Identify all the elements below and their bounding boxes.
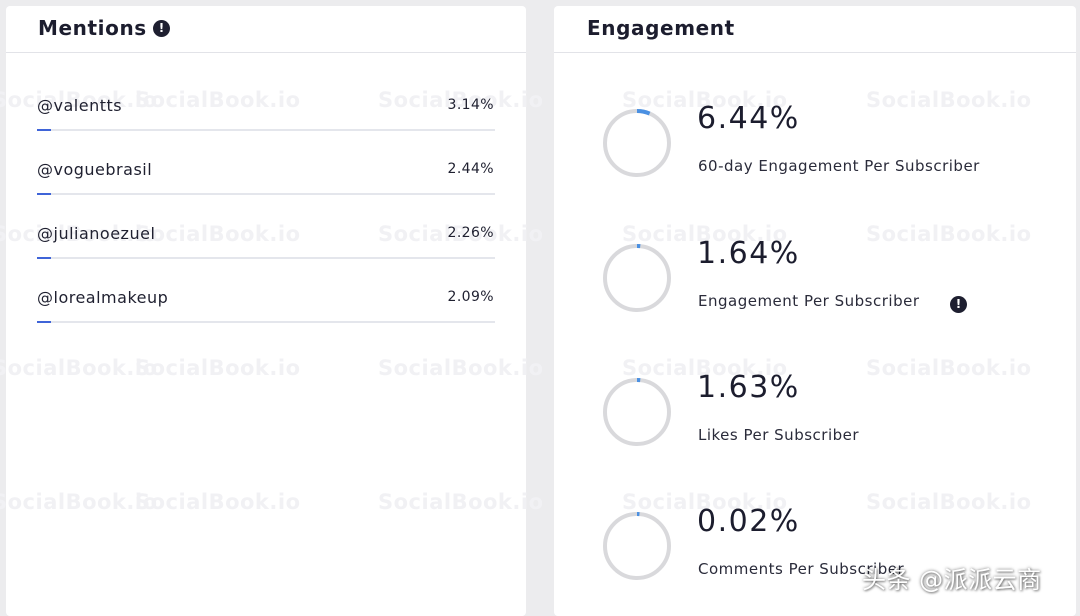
mention-progress-fill bbox=[37, 257, 51, 259]
mention-progress-track bbox=[37, 129, 495, 131]
engagement-header: Engagement bbox=[554, 6, 1076, 53]
ring-track bbox=[603, 512, 671, 580]
mention-progress-track bbox=[37, 193, 495, 195]
mention-progress-track bbox=[37, 257, 495, 259]
mention-percent: 3.14% bbox=[447, 97, 494, 113]
mention-handle[interactable]: @voguebrasil bbox=[37, 160, 153, 179]
metric-label: Comments Per Subscriber bbox=[698, 560, 905, 578]
mention-percent: 2.44% bbox=[447, 161, 494, 177]
metric-value: 0.02% bbox=[697, 504, 800, 539]
mention-handle[interactable]: @valentts bbox=[37, 96, 123, 115]
mention-row: @lorealmakeup 2.09% bbox=[37, 288, 495, 352]
credit-watermark: 头条 @派派云商 bbox=[862, 566, 1042, 594]
mentions-header: Mentions ! bbox=[6, 6, 526, 53]
metric-value: 6.44% bbox=[697, 101, 800, 136]
engagement-metric: 6.44% 60-day Engagement Per Subscriber bbox=[554, 101, 1076, 241]
engagement-panel: Engagement 6.44% 60-day Engagement Per S… bbox=[554, 6, 1076, 616]
mention-handle[interactable]: @julianoezuel bbox=[37, 224, 156, 243]
mention-row: @julianoezuel 2.26% bbox=[37, 224, 495, 288]
mentions-title: Mentions bbox=[38, 16, 147, 40]
mentions-info-icon[interactable]: ! bbox=[153, 20, 170, 37]
ring-arc bbox=[603, 378, 671, 446]
mention-progress-fill bbox=[37, 321, 51, 323]
metric-value: 1.63% bbox=[697, 370, 800, 405]
mentions-panel: Mentions ! @valentts 3.14% @voguebrasil … bbox=[6, 6, 526, 616]
mention-percent: 2.09% bbox=[447, 289, 494, 305]
mention-progress-track bbox=[37, 321, 495, 323]
mention-row: @valentts 3.14% bbox=[37, 96, 495, 160]
ring-track bbox=[603, 244, 671, 312]
mention-progress-fill bbox=[37, 193, 51, 195]
engagement-metric: 1.63% Likes Per Subscriber bbox=[554, 370, 1076, 510]
engagement-metric: 1.64% Engagement Per Subscriber ! bbox=[554, 236, 1076, 376]
metric-label: Engagement Per Subscriber bbox=[698, 292, 920, 310]
mention-row: @voguebrasil 2.44% bbox=[37, 160, 495, 224]
engagement-title: Engagement bbox=[587, 16, 735, 40]
metric-ring-chart bbox=[603, 109, 671, 177]
mention-progress-fill bbox=[37, 129, 51, 131]
ring-arc bbox=[603, 244, 671, 312]
metric-ring-chart bbox=[603, 244, 671, 312]
metric-label: Likes Per Subscriber bbox=[698, 426, 860, 444]
metric-value: 1.64% bbox=[697, 236, 800, 271]
mention-handle[interactable]: @lorealmakeup bbox=[37, 288, 169, 307]
ring-track bbox=[603, 109, 671, 177]
ring-arc bbox=[603, 109, 671, 177]
mention-percent: 2.26% bbox=[447, 225, 494, 241]
ring-track bbox=[603, 378, 671, 446]
ring-arc bbox=[603, 512, 671, 580]
metric-ring-chart bbox=[603, 512, 671, 580]
metric-ring-chart bbox=[603, 378, 671, 446]
metric-label: 60-day Engagement Per Subscriber bbox=[698, 157, 980, 175]
engagement-info-icon[interactable]: ! bbox=[950, 296, 967, 313]
engagement-metric: 0.02% Comments Per Subscriber bbox=[554, 504, 1076, 616]
